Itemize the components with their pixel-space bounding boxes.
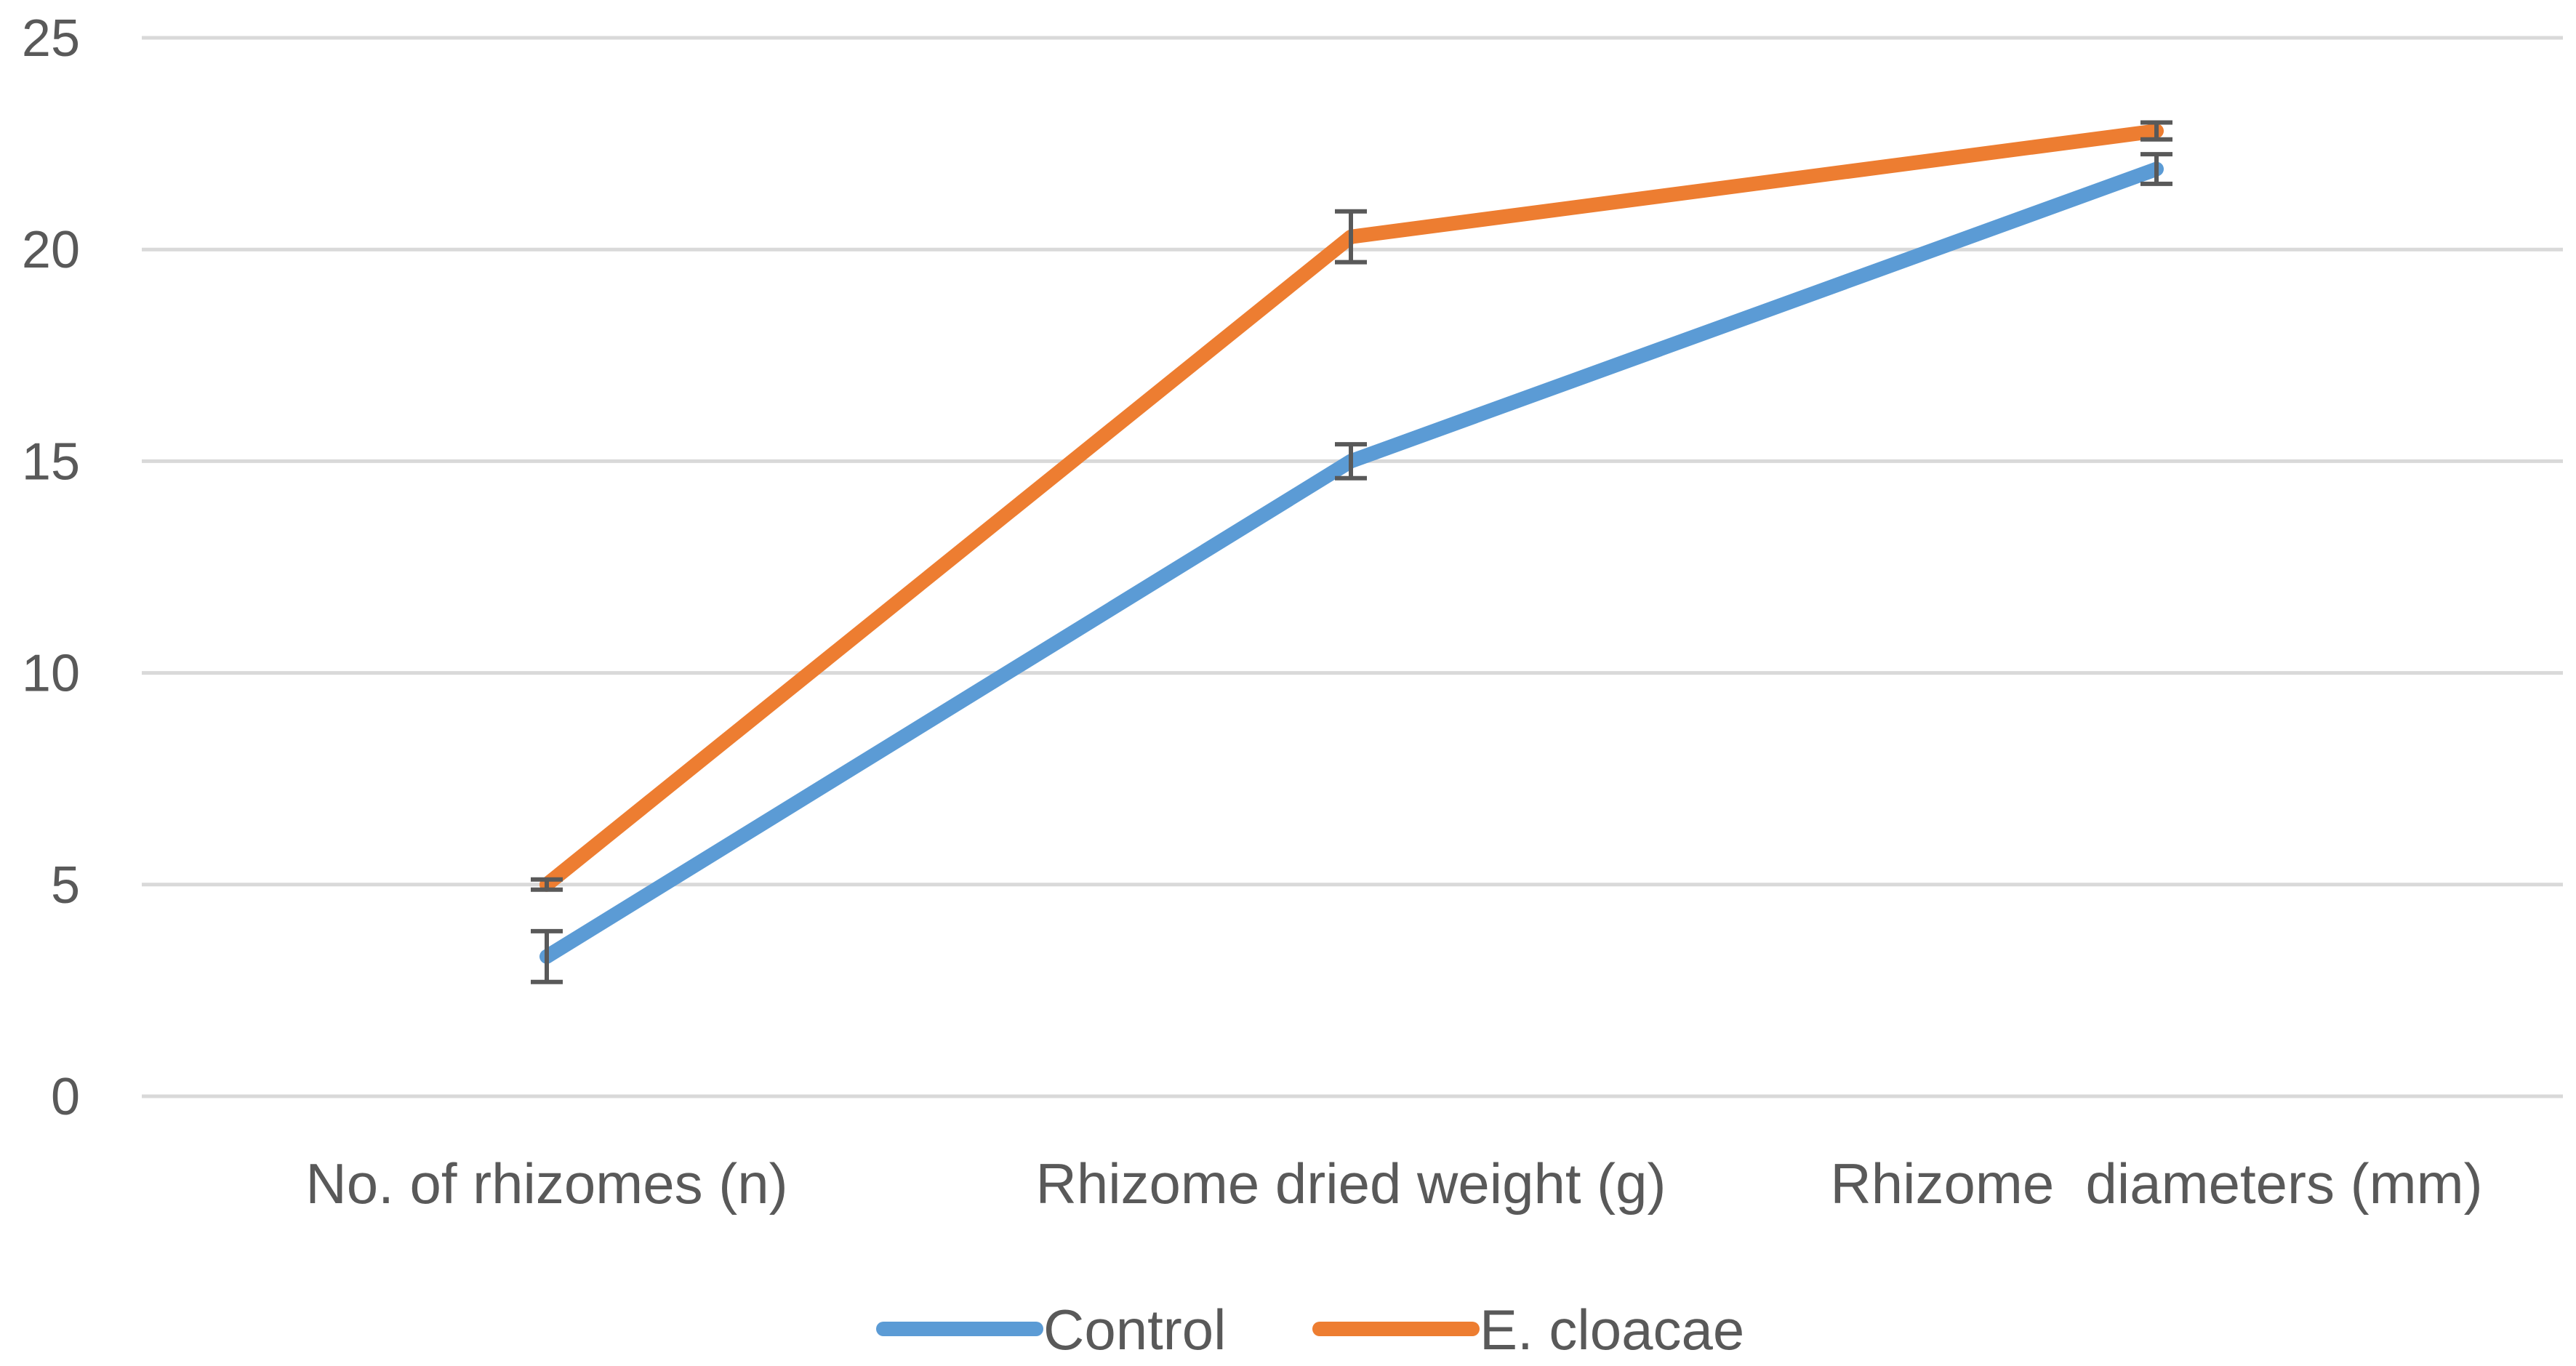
error-bar (1335, 209, 1367, 265)
legend-item: Control (876, 1298, 1226, 1362)
y-axis-ticks: 0 5 10 15 20 25 (22, 9, 80, 1126)
x-category-label: Rhizome diameters (mm) (1830, 1152, 2482, 1216)
y-tick-label: 20 (22, 221, 80, 279)
error-bar (2140, 120, 2172, 142)
y-tick-label: 25 (22, 9, 80, 68)
y-tick-label: 15 (22, 433, 80, 491)
error-bar (531, 877, 563, 892)
legend-label: Control (1043, 1298, 1226, 1362)
y-tick-label: 10 (22, 645, 80, 703)
legend: Control E. cloacae (876, 1298, 1744, 1362)
legend-item: E. cloacae (1312, 1298, 1744, 1362)
series-line-0 (539, 161, 2164, 964)
error-bar (2140, 152, 2172, 186)
y-tick-label: 5 (51, 856, 80, 915)
error-bars (531, 120, 2172, 984)
error-bar (1335, 442, 1367, 481)
error-bar (531, 928, 563, 984)
legend-label: E. cloacae (1480, 1298, 1744, 1362)
x-category-label: Rhizome dried weight (g) (1035, 1152, 1666, 1216)
y-tick-label: 0 (51, 1068, 80, 1126)
x-axis-categories: No. of rhizomes (n) Rhizome dried weight … (305, 1152, 2482, 1216)
grid-lines (142, 36, 2563, 1098)
x-category-label: No. of rhizomes (n) (305, 1152, 787, 1216)
